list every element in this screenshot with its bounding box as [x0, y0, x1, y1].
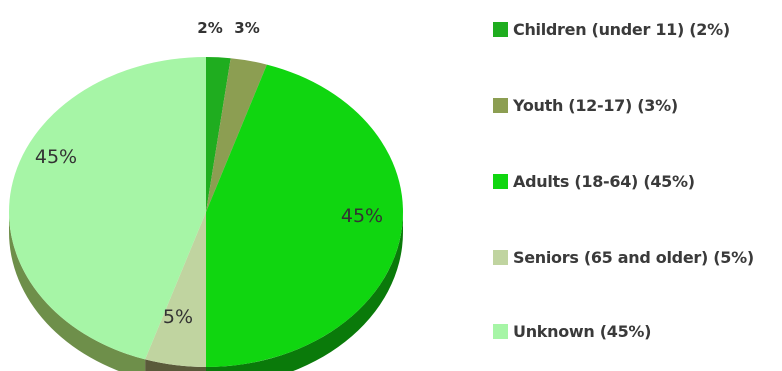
legend-label-adults: Adults (18-64) (45%) [513, 172, 695, 191]
data-label-unknown: 45% [35, 146, 77, 168]
legend-swatch-children [493, 22, 508, 37]
legend-swatch-adults [493, 174, 508, 189]
data-label-seniors: 5% [163, 306, 193, 328]
pie-side-seniors [145, 359, 206, 371]
legend-label-children: Children (under 11) (2%) [513, 20, 730, 39]
legend-swatch-unknown [493, 324, 508, 339]
legend-label-seniors: Seniors (65 and older) (5%) [513, 248, 754, 267]
data-label-children: 2% [197, 19, 222, 37]
data-label-adults: 45% [341, 205, 383, 227]
legend-label-unknown: Unknown (45%) [513, 322, 652, 341]
pie-slice-children [206, 57, 231, 212]
pie-side-adults [206, 212, 403, 371]
pie-slice-seniors [145, 212, 206, 367]
pie-slice-unknown [9, 57, 206, 360]
data-label-youth: 3% [234, 19, 259, 37]
legend-swatch-seniors [493, 250, 508, 265]
legend-item-unknown: Unknown (45%) [493, 320, 651, 343]
legend-item-seniors: Seniors (65 and older) (5%) [493, 246, 758, 269]
legend-item-children: Children (under 11) (2%) [493, 18, 730, 41]
pie-slice-adults [206, 64, 403, 367]
legend-item-youth: Youth (12-17) (3%) [493, 94, 678, 117]
legend-item-adults: Adults (18-64) (45%) [493, 170, 695, 193]
pie-slice-youth [206, 58, 267, 212]
pie-side-unknown [9, 212, 146, 371]
legend-swatch-youth [493, 98, 508, 113]
legend-label-youth: Youth (12-17) (3%) [513, 96, 678, 115]
